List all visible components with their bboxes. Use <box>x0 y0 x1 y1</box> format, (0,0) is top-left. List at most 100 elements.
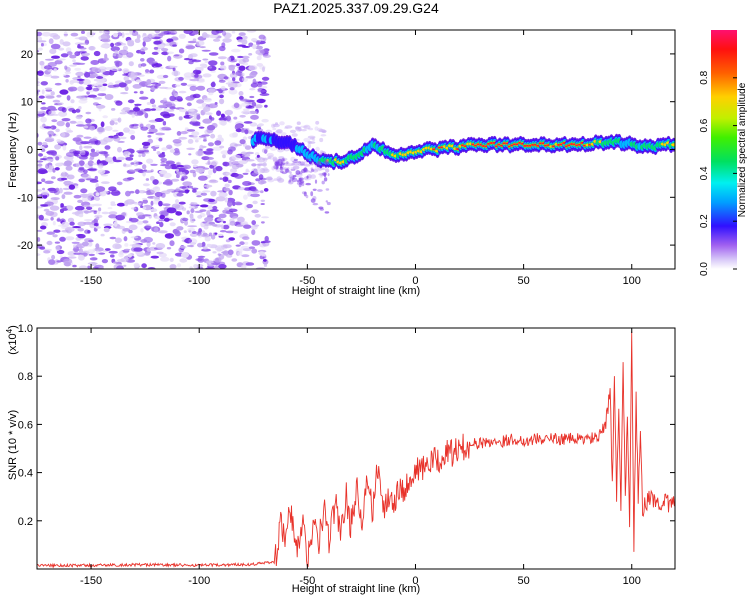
noise-speckle <box>120 92 129 95</box>
ridge-tail <box>319 208 324 211</box>
noise-speckle <box>178 48 185 54</box>
noise-speckle <box>181 217 189 222</box>
edge-speckle <box>314 126 319 131</box>
noise-speckle <box>219 145 225 149</box>
noise-speckle <box>101 211 110 215</box>
noise-speckle <box>95 186 106 192</box>
noise-speckle <box>221 42 226 48</box>
noise-speckle <box>193 264 199 269</box>
colorbar-label: Normalized spectral amplitude <box>737 82 748 217</box>
noise-speckle <box>59 89 69 95</box>
noise-speckle <box>77 199 83 203</box>
noise-speckle <box>96 104 106 109</box>
noise-speckle <box>109 236 117 240</box>
noise-speckle <box>250 193 260 198</box>
noise-speckle <box>226 115 231 122</box>
noise-speckle <box>249 88 256 91</box>
noise-speckle <box>123 236 128 242</box>
noise-speckle <box>55 128 60 133</box>
noise-speckle <box>116 30 121 33</box>
noise-speckle <box>179 186 187 189</box>
noise-speckle <box>83 221 93 225</box>
noise-speckle <box>228 237 235 241</box>
noise-speckle <box>231 258 238 262</box>
noise-speckle <box>130 71 135 77</box>
noise-speckle <box>202 139 207 142</box>
noise-speckle <box>158 32 166 36</box>
noise-speckle <box>232 77 236 82</box>
noise-speckle <box>61 229 69 233</box>
noise-speckle <box>78 106 82 110</box>
noise-speckle <box>59 236 66 242</box>
noise-speckle <box>238 73 242 77</box>
noise-speckle <box>40 116 47 123</box>
ridge-tail <box>310 191 314 197</box>
noise-speckle <box>102 115 108 119</box>
x-tick-label: 100 <box>623 575 641 587</box>
noise-speckle <box>149 175 155 181</box>
noise-speckle <box>92 73 98 77</box>
noise-speckle <box>59 39 64 45</box>
noise-speckle <box>37 168 48 175</box>
noise-speckle <box>127 164 132 167</box>
noise-speckle <box>214 140 222 146</box>
noise-speckle <box>120 136 127 140</box>
noise-speckle <box>158 170 168 175</box>
noise-speckle <box>65 152 75 157</box>
noise-speckle <box>133 202 142 205</box>
noise-speckle <box>46 231 55 235</box>
noise-speckle <box>74 205 85 211</box>
edge-speckle <box>278 156 285 159</box>
noise-speckle <box>211 122 218 129</box>
noise-speckle <box>64 71 72 75</box>
noise-speckle <box>251 209 259 214</box>
noise-speckle <box>122 249 129 254</box>
noise-speckle <box>203 184 213 188</box>
noise-speckle <box>140 205 144 208</box>
spectrogram-data <box>37 30 675 269</box>
edge-speckle <box>277 178 285 183</box>
noise-speckle <box>188 58 197 62</box>
noise-speckle <box>263 264 268 267</box>
edge-speckle <box>269 146 277 151</box>
noise-speckle <box>208 103 218 109</box>
noise-speckle <box>122 107 131 111</box>
ridge-tail <box>309 160 314 166</box>
noise-speckle <box>180 131 188 135</box>
noise-speckle <box>151 104 157 108</box>
noise-speckle <box>61 107 67 113</box>
noise-speckle <box>87 230 91 234</box>
noise-speckle <box>259 93 270 96</box>
edge-speckle <box>267 177 273 181</box>
noise-speckle <box>140 63 147 67</box>
noise-speckle <box>62 187 71 191</box>
noise-speckle <box>82 194 87 198</box>
noise-speckle <box>78 156 88 160</box>
noise-speckle <box>210 70 216 73</box>
noise-speckle <box>194 139 199 143</box>
noise-speckle <box>176 263 182 268</box>
noise-speckle <box>256 98 266 104</box>
edge-speckle <box>276 129 283 134</box>
spectrogram-y-ticks: -20 -10 0 10 20 <box>17 49 675 252</box>
noise-speckle <box>228 208 238 213</box>
noise-speckle <box>50 217 54 221</box>
noise-speckle <box>108 186 117 192</box>
noise-speckle <box>47 187 57 192</box>
noise-speckle <box>207 65 217 72</box>
noise-speckle <box>69 120 77 124</box>
noise-speckle <box>87 94 97 98</box>
noise-speckle <box>73 244 77 249</box>
noise-speckle <box>69 64 77 67</box>
noise-speckle <box>140 228 144 233</box>
noise-speckle <box>175 168 179 172</box>
noise-speckle <box>83 125 89 129</box>
noise-speckle <box>37 47 43 51</box>
noise-speckle <box>255 45 263 50</box>
noise-speckle <box>222 224 230 230</box>
noise-speckle <box>83 169 88 174</box>
noise-speckle <box>80 56 89 61</box>
noise-speckle <box>114 50 119 54</box>
noise-speckle <box>101 181 110 185</box>
